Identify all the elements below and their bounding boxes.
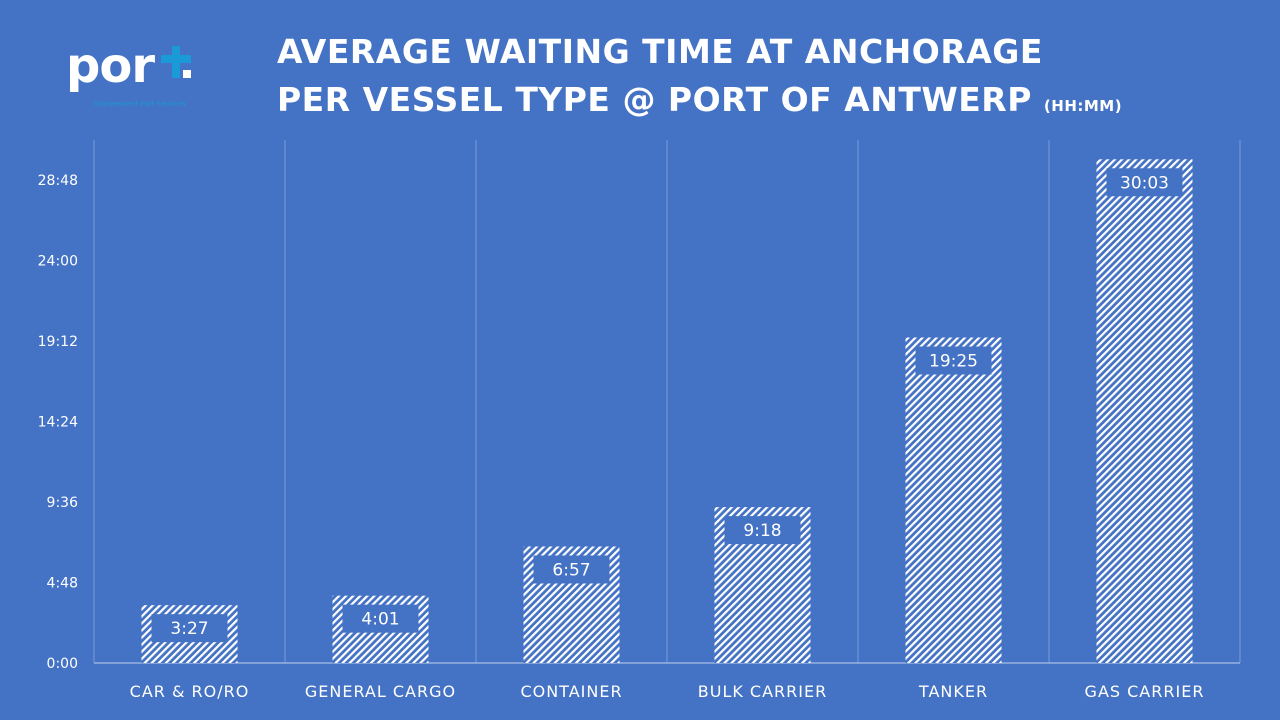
data-label: 6:57 — [552, 560, 590, 580]
y-tick-label: 14:24 — [38, 415, 78, 431]
y-tick-label: 4:48 — [47, 576, 78, 592]
chart-title: AVERAGE WAITING TIME AT ANCHORAGE PER VE… — [277, 28, 1122, 130]
data-label-box — [533, 555, 610, 584]
y-tick-label: 24:00 — [38, 254, 78, 270]
labels: 0:00 4:48 9:36 14:24 19:12 24:00 28:48 3:27 CAR … — [38, 173, 1205, 701]
title-line-1: AVERAGE WAITING TIME AT ANCHORAGE — [277, 32, 1043, 71]
logo-plus-horizontal — [161, 55, 191, 63]
data-label-box — [724, 516, 801, 545]
x-tick-label: GENERAL CARGO — [305, 682, 456, 701]
x-tick-label: BULK CARRIER — [698, 682, 827, 701]
y-tick-label: 28:48 — [38, 173, 78, 189]
x-tick-label: TANKER — [918, 682, 988, 701]
y-tick-label: 9:36 — [47, 495, 79, 511]
x-tick-label: CONTAINER — [520, 682, 622, 701]
bar — [905, 337, 1002, 663]
data-label-box — [1106, 168, 1183, 197]
bars — [141, 159, 1193, 664]
port-logo: por Independent Port Services — [66, 38, 216, 110]
data-label-box — [915, 346, 992, 375]
data-label-box — [151, 614, 228, 643]
bar — [1096, 159, 1193, 664]
data-label: 3:27 — [170, 619, 208, 639]
data-label-box — [342, 604, 419, 633]
grid — [93, 140, 1241, 664]
data-label: 4:01 — [361, 610, 399, 630]
x-tick-label: CAR & RO/RO — [130, 682, 250, 701]
logo-dot — [183, 70, 191, 78]
y-tick-label: 19:12 — [38, 334, 78, 350]
logo-tagline: Independent Port Services — [94, 100, 187, 108]
data-label: 9:18 — [743, 521, 781, 541]
title-line-2: PER VESSEL TYPE @ PORT OF ANTWERP (HH:MM… — [277, 80, 1123, 119]
title-unit: (HH:MM) — [1043, 97, 1123, 115]
x-tick-label: GAS CARRIER — [1085, 682, 1205, 701]
data-label: 30:03 — [1120, 173, 1169, 193]
y-tick-label: 0:00 — [47, 656, 78, 672]
data-label: 19:25 — [929, 352, 978, 372]
logo-wordmark: por — [66, 38, 155, 94]
